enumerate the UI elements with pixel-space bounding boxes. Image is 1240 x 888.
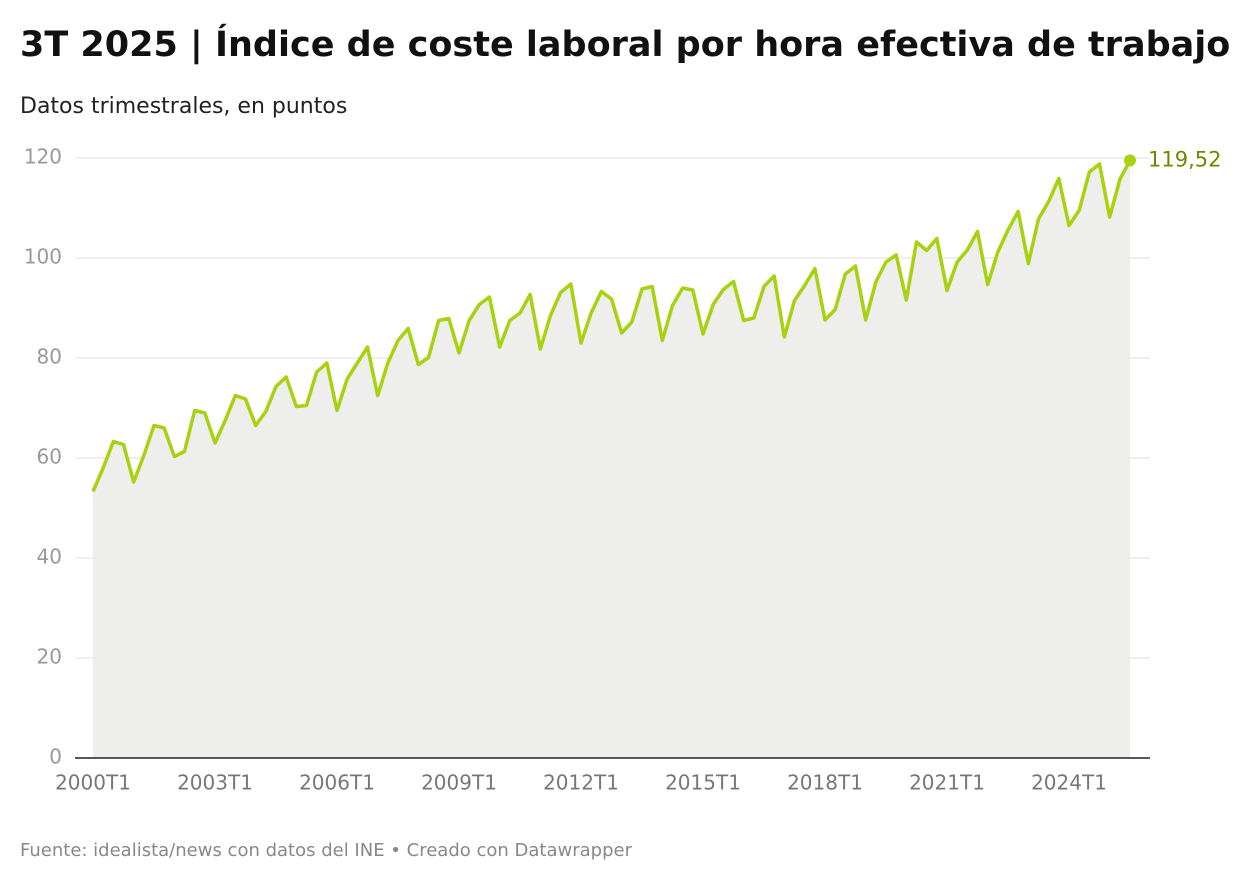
y-tick-label: 80 [37,345,62,369]
source: Fuente: idealista/news con datos del INE… [20,840,633,861]
x-tick-label: 2003T1 [177,771,253,795]
y-tick-label: 100 [24,245,62,269]
x-tick-label: 2021T1 [909,771,985,795]
y-tick-label: 120 [24,145,62,169]
y-tick-label: 20 [37,645,62,669]
y-tick-label: 40 [37,545,62,569]
x-tick-label: 2015T1 [665,771,741,795]
chart-subtitle: Datos trimestrales, en puntos [20,94,347,119]
x-tick-label: 2024T1 [1031,771,1107,795]
area [93,160,1130,758]
y-tick-label: 60 [37,445,62,469]
x-tick-label: 2018T1 [787,771,863,795]
end-point [1124,154,1136,167]
line [91,159,1132,493]
x-tick-label: 2006T1 [299,771,375,795]
value-label: 119,52 [1148,147,1221,171]
y-tick-label: 0 [49,745,62,769]
x-tick-label: 2000T1 [55,771,131,795]
x-tick-label: 2012T1 [543,771,619,795]
x-tick-label: 2009T1 [421,771,497,795]
chart-title: 3T 2025 | Índice de coste laboral por ho… [20,23,1230,65]
